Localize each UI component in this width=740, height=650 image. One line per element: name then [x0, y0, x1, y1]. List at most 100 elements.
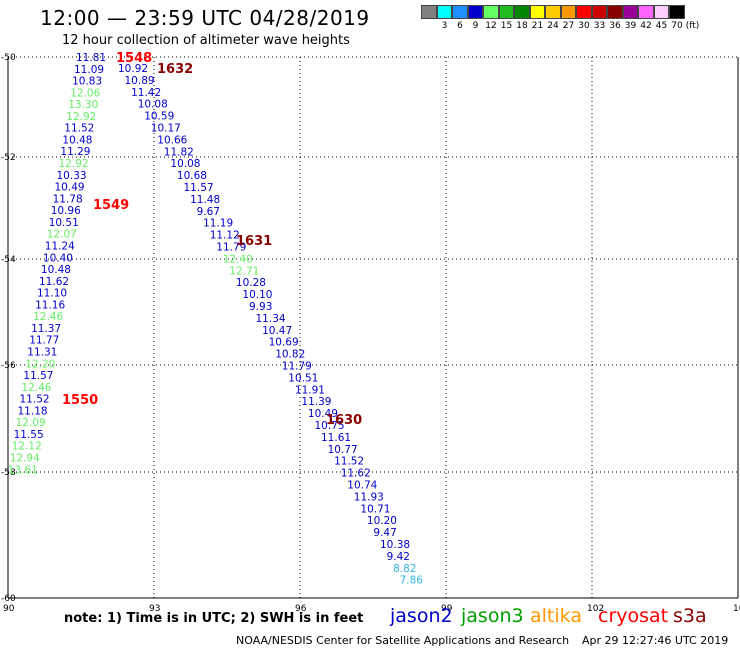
wave-height-value: 10.75 — [315, 420, 345, 432]
wave-height-value: 11.18 — [18, 405, 48, 417]
scale-swatch — [545, 5, 561, 19]
latitude-label: -54 — [1, 255, 16, 265]
wave-height-value: 11.37 — [31, 323, 61, 335]
wave-height-value: 11.39 — [301, 396, 331, 408]
scale-label: 15 — [500, 21, 513, 31]
wave-height-value: 10.33 — [57, 170, 87, 182]
scale-label: 24 — [547, 21, 559, 31]
scale-label: 30 — [578, 21, 590, 31]
scale-label: 42 — [640, 21, 652, 31]
wave-height-value: 8.82 — [393, 563, 416, 575]
latitude-label: -52 — [1, 153, 16, 163]
scale-swatch — [638, 5, 654, 19]
wave-height-value: 11.81 — [76, 52, 106, 64]
scale-swatch — [514, 5, 530, 19]
wave-height-value: 10.20 — [367, 515, 397, 527]
pass-time-label: 1550 — [62, 393, 98, 408]
latitude-label: -60 — [1, 594, 16, 604]
wave-height-value: 9.67 — [197, 206, 220, 218]
wave-height-value: 10.92 — [118, 63, 148, 75]
wave-height-value: 11.57 — [184, 182, 214, 194]
wave-height-value: 9.93 — [249, 301, 272, 313]
wave-height-value: 13.30 — [68, 99, 98, 111]
wave-height-value: 12.40 — [223, 253, 253, 265]
pass-time-label: 1549 — [93, 198, 129, 213]
chart-title: 12:00 — 23:59 UTC 04/28/2019 — [40, 6, 370, 30]
wave-height-value: 12.92 — [66, 111, 96, 123]
scale-swatch — [622, 5, 638, 19]
wave-height-value: 10.51 — [288, 372, 318, 384]
wave-height-value: 10.08 — [170, 158, 200, 170]
wave-height-value: 11.93 — [354, 491, 384, 503]
scale-label: 27 — [562, 21, 575, 31]
wave-height-value: 10.71 — [360, 503, 390, 515]
scale-swatch — [591, 5, 607, 19]
wave-height-value: 11.42 — [131, 87, 161, 99]
generated-timestamp: Apr 29 12:27:46 UTC 2019 — [582, 634, 729, 647]
wave-height-value: 11.10 — [37, 288, 67, 300]
wave-height-value: 11.79 — [216, 242, 246, 254]
longitude-label: 93 — [149, 604, 160, 614]
wave-height-value: 11.79 — [282, 361, 312, 373]
scale-swatch — [498, 5, 514, 19]
scale-swatch — [467, 5, 483, 19]
wave-height-value: 12.94 — [10, 453, 40, 465]
wave-height-value: 10.48 — [41, 264, 71, 276]
legend-s3a: s3a — [673, 605, 707, 627]
wave-height-value: 10.77 — [328, 444, 358, 456]
scale-swatch — [529, 5, 545, 19]
wave-height-value: 10.17 — [151, 123, 181, 135]
wave-height-value: 10.66 — [157, 134, 187, 146]
wave-height-value: 12.20 — [25, 358, 55, 370]
wave-height-value: 10.59 — [144, 111, 174, 123]
latitude-label: -58 — [1, 468, 16, 478]
longitude-label: 90 — [3, 604, 15, 614]
wave-height-value: 9.47 — [373, 527, 396, 539]
scale-swatch — [452, 5, 468, 19]
longitude-label: 102 — [587, 604, 604, 614]
wave-height-value: 11.12 — [210, 230, 240, 242]
scale-swatch — [421, 5, 437, 19]
scale-label: 39 — [624, 21, 637, 31]
scale-label: 21 — [531, 21, 544, 31]
wave-height-value: 10.74 — [347, 480, 377, 492]
wave-height-value: 12.06 — [70, 87, 100, 99]
scale-swatch — [669, 5, 685, 19]
longitude-label: 96 — [295, 604, 307, 614]
wave-height-value: 11.91 — [295, 384, 325, 396]
scale-swatch — [607, 5, 623, 19]
chart-subtitle: 12 hour collection of altimeter wave hei… — [62, 33, 350, 48]
wave-height-value: 11.82 — [164, 146, 194, 158]
legend-cryosat: cryosat — [598, 605, 669, 627]
longitude-label: 99 — [441, 604, 453, 614]
scale-label: 12 — [485, 21, 497, 31]
map-grid — [7, 56, 739, 599]
scale-label: (ft) — [685, 21, 700, 31]
wave-height-value: 7.86 — [400, 575, 424, 587]
wave-height-value: 10.51 — [49, 217, 79, 229]
scale-swatch — [576, 5, 592, 19]
wave-height-value: 10.08 — [138, 99, 168, 111]
wave-height-value: 11.55 — [14, 429, 44, 441]
wave-height-value: 10.96 — [51, 205, 81, 217]
wave-height-value: 11.31 — [27, 347, 57, 359]
legend-jason2: jason2 — [390, 605, 453, 627]
wave-height-value: 13.61 — [8, 464, 38, 476]
scale-swatch — [653, 5, 669, 19]
wave-height-value: 9.42 — [387, 551, 410, 563]
wave-height-value: 11.52 — [334, 456, 364, 468]
wave-height-value: 11.52 — [64, 123, 94, 135]
wave-height-value: 12.46 — [33, 311, 63, 323]
scale-swatch — [436, 5, 452, 19]
pass-time-label: 1548 — [116, 51, 152, 66]
longitude-label: 105 — [733, 604, 740, 614]
wave-height-value: 10.28 — [236, 277, 266, 289]
wave-height-value: 10.68 — [177, 170, 207, 182]
pass-time-label: 1632 — [157, 62, 193, 77]
wave-height-value: 11.34 — [256, 313, 286, 325]
scale-label: 3 — [441, 21, 448, 31]
wave-height-value: 11.09 — [74, 64, 104, 76]
scale-swatch — [560, 5, 576, 19]
wave-height-value: 10.48 — [62, 135, 92, 147]
legend-altika: altika — [530, 605, 582, 627]
